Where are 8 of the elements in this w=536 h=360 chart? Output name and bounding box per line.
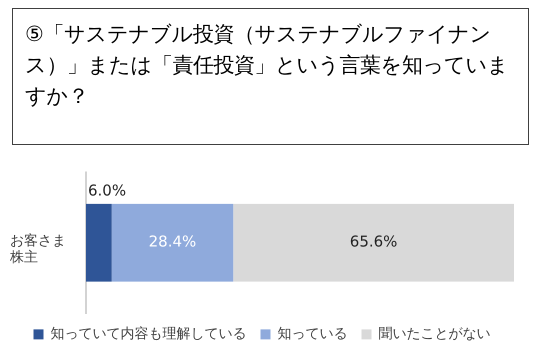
legend-label: 知っていて内容も理解している xyxy=(50,326,246,342)
legend-label: 知っている xyxy=(278,326,348,342)
chart-title: ⑤「サステナブル投資（サステナブルファイナンス）」または「責任投資」という言葉を知っていますか？ xyxy=(12,8,529,145)
data-label: 65.6% xyxy=(350,232,398,251)
data-label: 6.0% xyxy=(88,182,126,200)
data-label: 28.4% xyxy=(148,232,196,251)
y-tick-label: お客さま株主 xyxy=(9,232,66,266)
legend-label: 聞いたことがない xyxy=(378,326,490,342)
